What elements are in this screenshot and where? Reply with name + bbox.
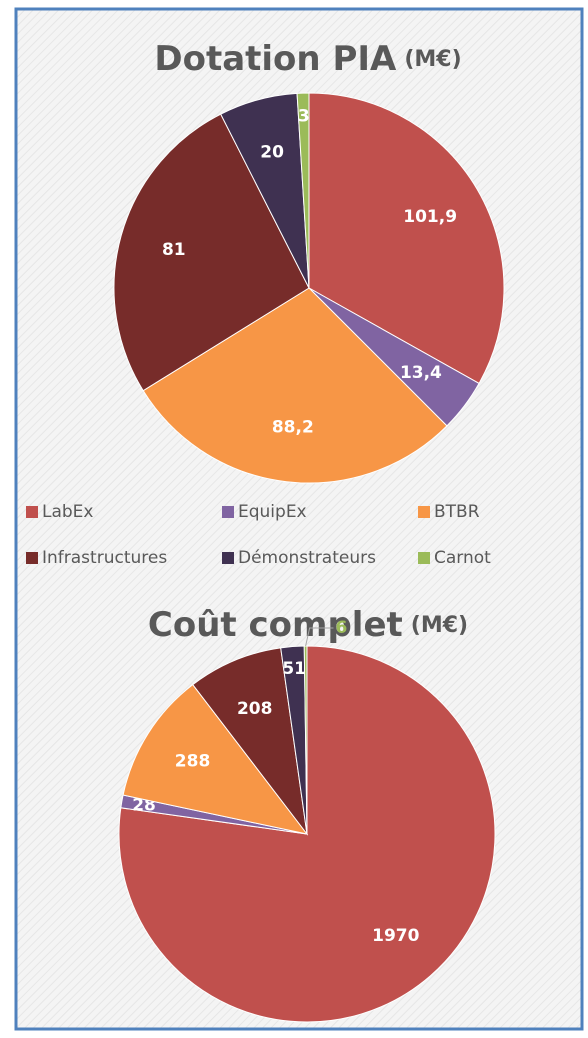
pie-slice (296, 92, 310, 289)
data-label: 51 (282, 659, 306, 679)
data-label: 3 (298, 106, 310, 126)
chart-title: Coût complet (M€) (148, 605, 468, 645)
legend-label: Carnot (434, 548, 491, 568)
pie-slice (122, 683, 309, 835)
title-unit: (M€) (411, 613, 468, 638)
title-unit: (M€) (404, 47, 461, 72)
data-label: 208 (237, 699, 273, 719)
pie-slice (192, 647, 308, 836)
data-label: 101,9 (403, 207, 457, 227)
data-label: 20 (260, 143, 284, 163)
legend-label: LabEx (42, 502, 93, 522)
legend-label: Démonstrateurs (238, 548, 376, 568)
title-text: Dotation PIA (154, 39, 397, 79)
data-label: 6 (336, 618, 348, 638)
data-label: 288 (175, 752, 211, 772)
legend-swatch (222, 506, 234, 518)
data-label: 81 (162, 240, 186, 260)
data-label: 1970 (372, 926, 419, 946)
legend-label: BTBR (434, 502, 480, 522)
data-label: 88,2 (272, 417, 314, 437)
legend-swatch (26, 506, 38, 518)
legend-label: EquipEx (238, 502, 307, 522)
legend-swatch (26, 552, 38, 564)
legend-swatch (418, 552, 430, 564)
legend-label: Infrastructures (42, 548, 167, 568)
pie-slice (303, 645, 308, 835)
pie-slice (113, 113, 310, 392)
leader-line (305, 627, 334, 647)
title-text: Coût complet (148, 605, 403, 645)
legend-swatch (418, 506, 430, 518)
legend-swatch (222, 552, 234, 564)
data-label: 13,4 (400, 363, 442, 383)
pie-slice (308, 92, 505, 385)
chart-title: Dotation PIA (M€) (154, 39, 461, 79)
pie-slice (142, 287, 448, 484)
